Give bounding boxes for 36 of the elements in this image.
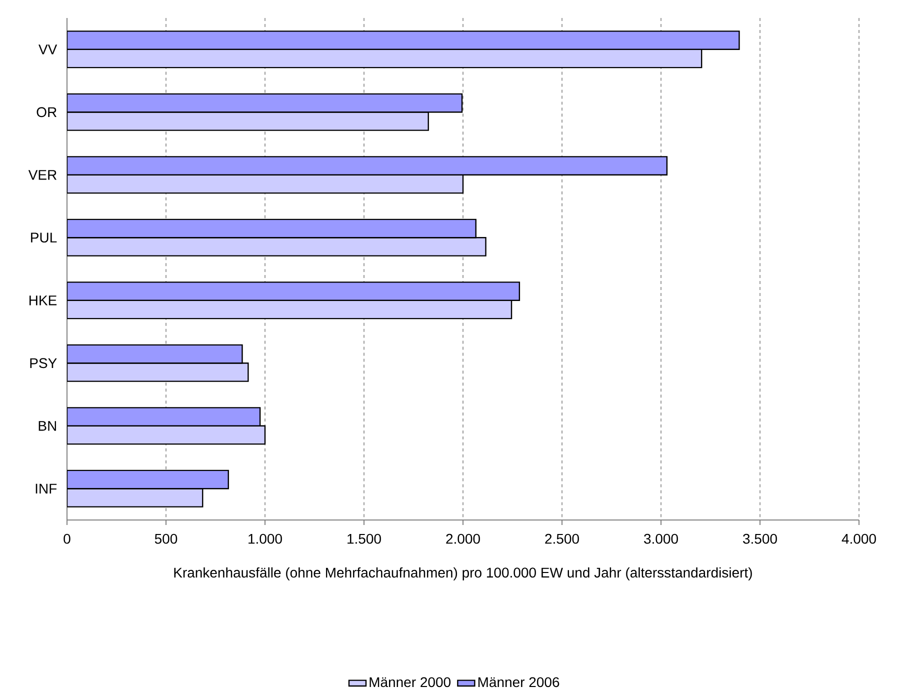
y-tick-label: PUL <box>31 232 57 243</box>
bar <box>67 470 229 490</box>
y-tick-label: OR <box>36 107 56 118</box>
x-tick-label: 1.500 <box>348 534 381 544</box>
legend-label: Männer 2000 <box>370 677 451 688</box>
bar <box>67 112 429 131</box>
bar <box>67 425 266 445</box>
bar <box>67 30 740 50</box>
y-tick-label: VV <box>38 44 58 54</box>
y-tick-label: PSY <box>30 358 57 368</box>
bar <box>67 362 249 382</box>
x-tick-label: 3.500 <box>743 534 777 544</box>
bar <box>67 300 512 320</box>
x-axis-title: Krankenhausfälle (ohne Mehrfachaufnahmen) pro 100.000 EW und Jahr (altersstandardisiert) <box>174 567 752 580</box>
y-tick-label: HKE <box>30 296 57 306</box>
bar <box>67 174 464 194</box>
bar <box>67 156 668 176</box>
bar <box>67 93 463 113</box>
y-tick-label: VER <box>28 170 56 180</box>
x-tick-label: 0 <box>64 534 70 544</box>
x-tick-label: 1.000 <box>248 534 282 544</box>
x-tick-label: 3.000 <box>644 534 678 544</box>
x-tick-label: 2.500 <box>545 534 579 544</box>
bar <box>67 344 243 364</box>
x-tick-label: 2.000 <box>446 534 480 544</box>
bar <box>67 237 486 256</box>
bar <box>67 282 520 301</box>
x-tick-label: 500 <box>154 534 178 544</box>
bar <box>67 48 702 68</box>
x-tick-label: 4.000 <box>842 534 876 544</box>
y-tick-label: INF <box>36 484 57 494</box>
bar <box>67 407 261 426</box>
legend-label: Männer 2006 <box>478 677 560 688</box>
bar <box>67 488 204 508</box>
bar <box>67 218 476 238</box>
y-tick-label: BN <box>38 421 56 431</box>
